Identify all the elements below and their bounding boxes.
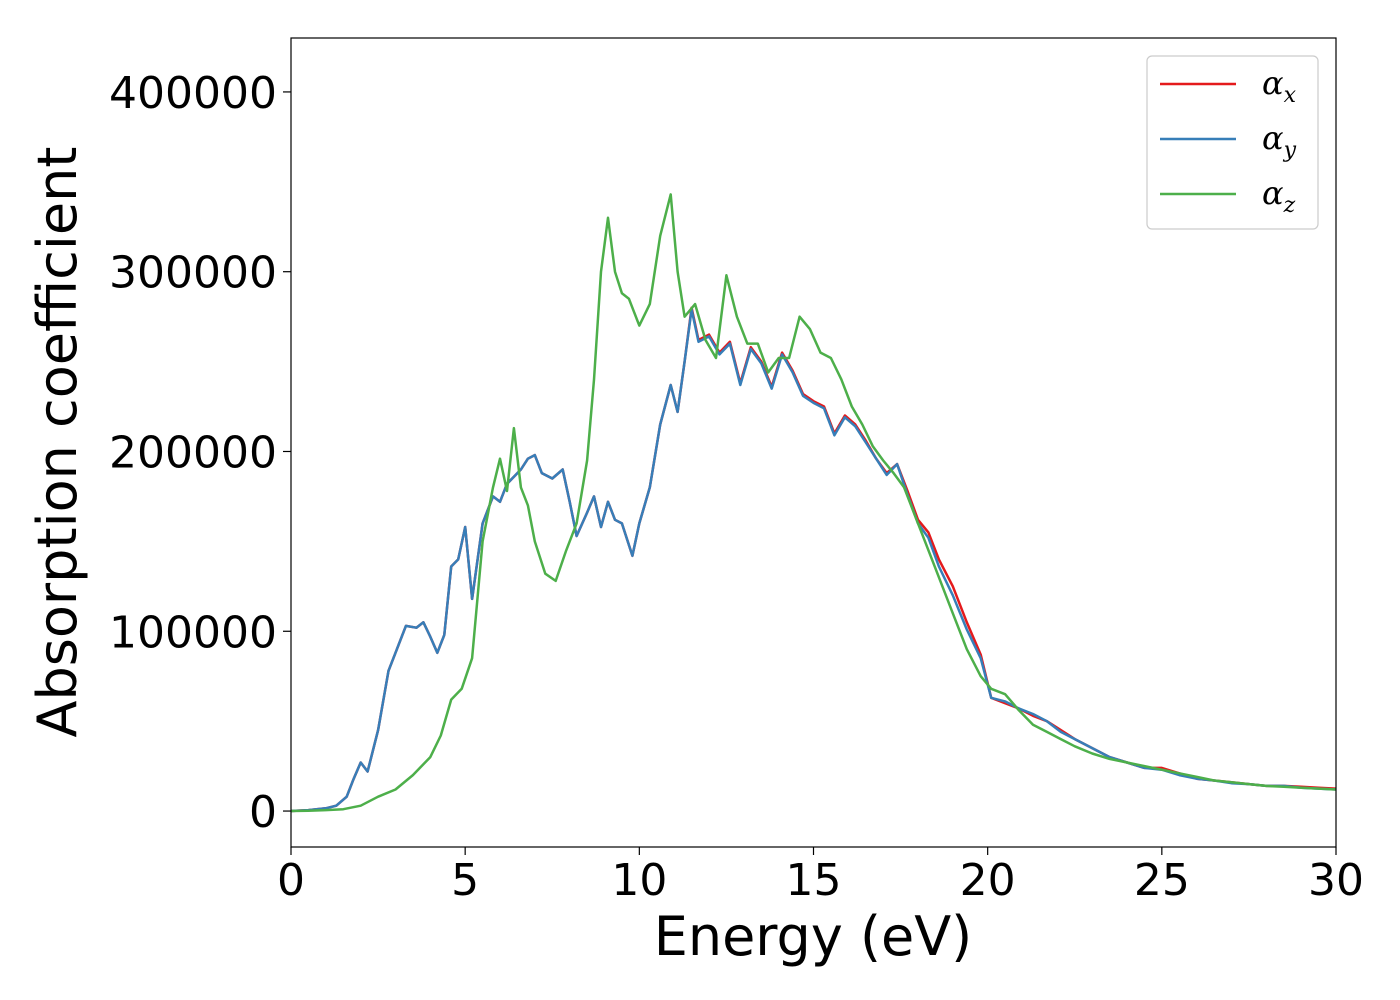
- legend-label-base: α: [1262, 64, 1284, 102]
- legend-label-base: α: [1262, 174, 1284, 212]
- legend-box: [1146, 55, 1319, 230]
- legend-label-subscript: x: [1284, 83, 1297, 108]
- x-tick-label: 10: [611, 855, 667, 906]
- legend-label-subscript: z: [1283, 193, 1296, 218]
- legend-label-base: α: [1262, 119, 1284, 157]
- x-tick-label: 5: [451, 855, 479, 906]
- y-axis-label: Absorption coefficient: [26, 147, 89, 738]
- legend-label-z: αz: [1262, 174, 1296, 218]
- legend-label-x: αx: [1262, 64, 1297, 108]
- y-tick-label: 300000: [109, 248, 277, 299]
- legend-label-subscript: y: [1283, 138, 1297, 163]
- y-tick-label: 100000: [109, 607, 277, 658]
- y-axis-ticks: 0 100000 200000 300000 400000: [109, 68, 291, 838]
- y-tick-label: 0: [249, 787, 277, 838]
- x-tick-label: 15: [786, 855, 842, 906]
- x-tick-label: 25: [1134, 855, 1190, 906]
- x-axis-label: Energy (eV): [654, 905, 973, 968]
- x-tick-label: 20: [960, 855, 1016, 906]
- y-tick-label: 200000: [109, 427, 277, 478]
- series-line-y: [290, 308, 1337, 813]
- x-tick-label: 30: [1308, 855, 1364, 906]
- y-tick-label: 400000: [109, 68, 277, 119]
- series-line-z: [290, 193, 1337, 813]
- x-axis-ticks: 0 5 10 15 20 25 30: [277, 847, 1364, 906]
- x-tick-label: 0: [277, 855, 305, 906]
- legend-label-y: αy: [1262, 119, 1297, 163]
- series-lines: [290, 193, 1337, 813]
